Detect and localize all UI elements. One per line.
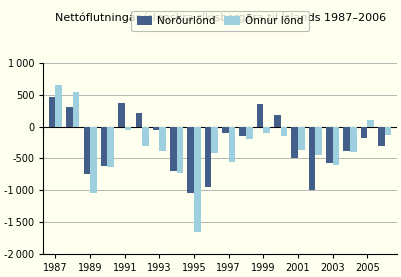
Bar	[361, 127, 367, 138]
Bar	[292, 127, 298, 158]
Bar	[153, 127, 160, 130]
Bar	[194, 127, 200, 232]
Bar	[142, 127, 149, 146]
Bar	[239, 127, 246, 136]
Bar	[101, 127, 107, 166]
Bar	[316, 127, 322, 155]
Bar	[326, 127, 333, 163]
Bar	[367, 120, 374, 127]
Bar	[107, 127, 114, 167]
Bar	[118, 103, 125, 127]
Bar	[309, 127, 316, 190]
Bar	[298, 127, 305, 150]
Bar	[177, 127, 183, 173]
Bar	[350, 127, 356, 152]
Bar	[274, 116, 281, 127]
Bar	[378, 127, 385, 146]
Bar	[385, 127, 391, 135]
Legend: Norðurlönd, Önnur lönd: Norðurlönd, Önnur lönd	[132, 11, 309, 31]
Bar	[49, 97, 55, 127]
Bar	[160, 127, 166, 151]
Bar	[263, 127, 270, 133]
Bar	[246, 127, 253, 139]
Bar	[136, 112, 142, 127]
Bar	[188, 127, 194, 193]
Title: Nettóflutningar íslenskra ríkisborgara til Íslands 1987–2006: Nettóflutningar íslenskra ríkisborgara t…	[55, 11, 386, 23]
Bar	[344, 127, 350, 151]
Bar	[83, 127, 90, 174]
Bar	[333, 127, 339, 165]
Bar	[170, 127, 177, 171]
Bar	[222, 127, 229, 133]
Bar	[73, 92, 79, 127]
Bar	[125, 127, 132, 130]
Bar	[281, 127, 287, 136]
Bar	[211, 127, 218, 153]
Bar	[90, 127, 97, 193]
Bar	[66, 107, 73, 127]
Bar	[205, 127, 211, 187]
Bar	[55, 85, 62, 127]
Bar	[229, 127, 235, 161]
Bar	[257, 104, 263, 127]
